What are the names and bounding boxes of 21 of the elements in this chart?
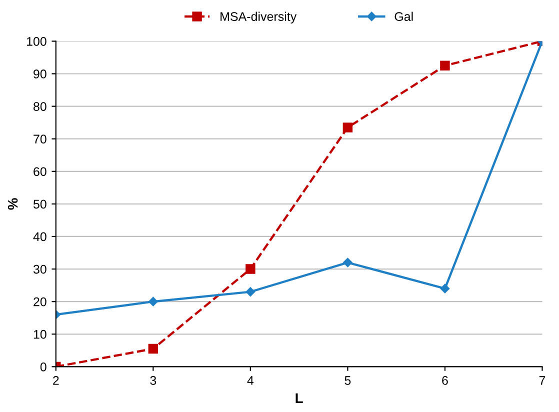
legend-label: MSA-diversity xyxy=(220,12,297,24)
x-tick-label: 6 xyxy=(442,376,448,385)
y-tick-label: 60 xyxy=(34,167,46,176)
y-tick-label: 90 xyxy=(34,70,46,78)
y-tick-label: 10 xyxy=(34,330,46,339)
y-tick-label: 20 xyxy=(34,297,46,306)
x-tick-label: 4 xyxy=(247,376,254,385)
y-axis-title: % xyxy=(8,198,18,210)
legend-label: Gal xyxy=(394,12,413,21)
x-tick-label: 7 xyxy=(539,376,546,385)
x-axis-title: L xyxy=(296,393,303,403)
y-tick-label: 30 xyxy=(33,264,46,274)
x-tick-label: 3 xyxy=(150,376,156,385)
y-tick-label: 50 xyxy=(33,200,46,209)
y-tick-label: 70 xyxy=(34,134,46,144)
x-tick-label: 5 xyxy=(344,376,351,385)
y-tick-label: 100 xyxy=(26,37,46,46)
x-tick-label: 2 xyxy=(53,376,59,385)
y-tick-label: 0 xyxy=(40,362,46,372)
y-tick-label: 80 xyxy=(34,102,46,111)
y-tick-label: 40 xyxy=(33,232,46,242)
